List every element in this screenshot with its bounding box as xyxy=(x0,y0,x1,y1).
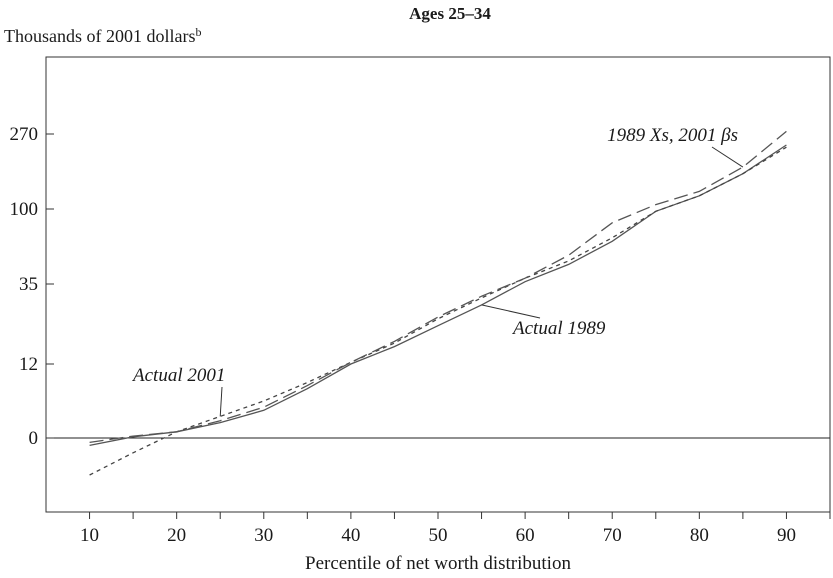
x-tick-label: 20 xyxy=(167,525,186,546)
x-tick-label: 40 xyxy=(341,525,360,546)
x-tick-label: 70 xyxy=(603,525,622,546)
y-tick-label: 0 xyxy=(29,428,39,449)
y-axis-label: Thousands of 2001 dollarsb xyxy=(4,25,201,46)
x-tick-label: 80 xyxy=(690,525,709,546)
x-axis-label: Percentile of net worth distribution xyxy=(305,553,571,574)
series-annotation-label: 1989 Xs, 2001 βs xyxy=(607,125,738,146)
chart-title: Ages 25–34 xyxy=(409,4,491,23)
x-ticks-layer: 10 20 30 40 50 60 70 80 90 xyxy=(80,512,831,546)
annotation-leaders-layer xyxy=(219,146,744,417)
y-axis-label-main: Thousands of 2001 dollars xyxy=(4,26,195,46)
series-line-0 xyxy=(89,144,787,447)
x-tick-label: 60 xyxy=(516,525,535,546)
annotation-leader-line xyxy=(219,386,223,417)
series-layer xyxy=(89,130,787,476)
x-tick-label: 50 xyxy=(429,525,448,546)
y-tick-label: 12 xyxy=(19,354,38,375)
y-tick-label: 100 xyxy=(10,199,39,220)
y-tick-label: 270 xyxy=(10,124,39,145)
x-tick-label: 10 xyxy=(80,525,99,546)
x-tick-label: 30 xyxy=(254,525,273,546)
annotation-leader-line xyxy=(481,304,541,319)
x-tick-label: 90 xyxy=(777,525,796,546)
y-ticks-layer: 0 12 35 100 270 xyxy=(10,124,54,449)
series-annotation-label: Actual 2001 xyxy=(131,365,225,386)
series-annotation-label: Actual 1989 xyxy=(511,318,606,339)
y-axis-label-superscript: b xyxy=(195,25,201,39)
y-tick-label: 35 xyxy=(19,274,38,295)
annotations-layer: 1989 Xs, 2001 βs Actual 2001 Actual 1989 xyxy=(131,125,738,386)
annotation-leader-line xyxy=(711,146,744,168)
series-line-1 xyxy=(89,146,787,476)
series-line-2 xyxy=(89,130,787,444)
